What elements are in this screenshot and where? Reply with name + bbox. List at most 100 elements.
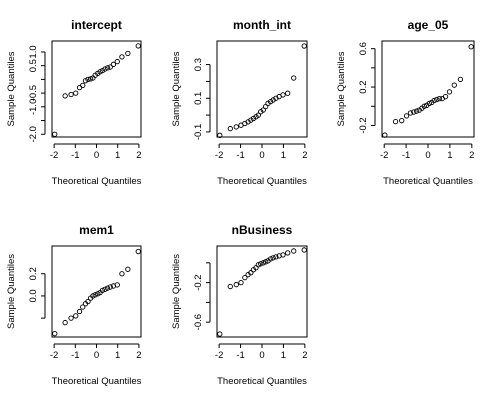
data-point (285, 250, 291, 256)
data-point (114, 282, 120, 288)
y-axis-label: Sample Quantiles (171, 254, 182, 329)
data-point (125, 266, 131, 272)
panel-4: nBusiness -2 -1 0 1 2 Theoretical Quantiles -0.… (171, 223, 308, 387)
data-point (285, 90, 291, 96)
data-point (99, 287, 106, 294)
data-point (119, 271, 125, 277)
x-axis-label: Theoretical Quantiles (217, 176, 307, 187)
data-point (85, 76, 91, 83)
data-point (273, 254, 279, 260)
data-point (62, 319, 68, 326)
data-point (248, 270, 254, 276)
x-tick-label: 0 (425, 150, 430, 161)
x-tick-label: 2 (469, 150, 474, 161)
y-tick-label: 0.1 (193, 92, 204, 105)
x-tick-label: -1 (236, 150, 244, 161)
y-tick-label: 1.0 (28, 45, 39, 58)
data-point (217, 331, 223, 337)
data-point (403, 113, 410, 119)
data-point (280, 92, 286, 98)
data-point (68, 315, 74, 321)
data-point (107, 284, 113, 290)
data-point (135, 248, 141, 255)
data-point (426, 100, 432, 107)
data-point (280, 252, 286, 258)
data-point (80, 304, 86, 310)
x-tick-label: 2 (302, 350, 307, 361)
data-point (104, 285, 111, 291)
x-axis-label: Theoretical Quantiles (217, 376, 307, 387)
y-tick-label: 0.3 (193, 58, 204, 71)
plot-frame (381, 40, 475, 138)
panel-title: mem1 (79, 223, 114, 237)
data-point (135, 43, 141, 49)
x-tick-label: -1 (71, 350, 79, 361)
data-point (270, 97, 276, 103)
plot-frame (216, 245, 308, 338)
y-tick-label: 0.2 (358, 80, 369, 93)
data-point (301, 247, 307, 253)
y-tick-label: -0.5 (28, 85, 39, 101)
plot-frame (51, 40, 142, 138)
panel-title: month_int (233, 18, 291, 32)
data-point (399, 118, 405, 124)
data-point (238, 279, 244, 286)
panel-2: age_05 -2 -1 0 1 2 Theoretical Quantiles -0.2 0.… (336, 18, 475, 187)
plot-frame (51, 245, 142, 338)
y-tick-label: -0.2 (358, 117, 369, 133)
x-tick-label: 2 (136, 350, 141, 361)
x-tick-label: -1 (236, 350, 244, 361)
x-tick-label: 1 (115, 350, 120, 361)
y-tick-label: 0.6 (358, 42, 369, 55)
y-axis-label: Sample Quantiles (6, 254, 17, 329)
data-point (107, 64, 113, 70)
data-point (110, 61, 117, 67)
panel-3: mem1 -2 -1 0 1 2 Theoretical Quantiles 0.0 0.2 Sa… (6, 223, 142, 387)
x-axis-label: Theoretical Quantiles (383, 176, 473, 187)
data-point (104, 65, 111, 71)
data-point (245, 119, 251, 125)
data-point (413, 108, 420, 114)
data-point (411, 109, 417, 115)
data-point (85, 298, 91, 305)
data-point (382, 132, 388, 138)
x-tick-label: 1 (447, 150, 452, 161)
data-point (442, 94, 449, 100)
y-axis-label: Sample Quantiles (336, 51, 347, 126)
data-point (52, 131, 58, 137)
panel-1: month_int -2 -1 0 1 2 Theoretical Quantiles -0.… (171, 18, 308, 187)
x-tick-label: -2 (50, 150, 58, 161)
data-point (446, 89, 453, 95)
y-tick-label: -2.0 (28, 126, 39, 142)
x-tick-label: -1 (402, 150, 410, 161)
plot-frame (216, 40, 308, 138)
data-point (407, 110, 414, 116)
y-axis-label: Sample Quantiles (6, 51, 17, 126)
x-tick-label: 1 (281, 150, 286, 161)
panel-title: nBusiness (232, 223, 293, 237)
y-axis-label: Sample Quantiles (171, 51, 182, 126)
data-point (80, 82, 86, 89)
data-point (457, 76, 464, 83)
data-point (114, 58, 120, 65)
x-tick-label: -2 (380, 150, 388, 161)
x-tick-label: 1 (115, 150, 120, 161)
data-point (217, 132, 223, 138)
data-point (52, 331, 58, 337)
x-tick-label: -2 (215, 350, 223, 361)
data-point (73, 313, 79, 319)
data-point (68, 91, 74, 98)
x-tick-label: 2 (302, 150, 307, 161)
x-axis-label: Theoretical Quantiles (52, 376, 142, 387)
data-point (87, 76, 94, 82)
data-point (291, 248, 297, 254)
panel-title: intercept (71, 18, 122, 32)
data-point (431, 97, 437, 104)
data-point (227, 283, 233, 290)
data-point (82, 78, 89, 84)
data-point (62, 93, 68, 99)
y-tick-label: -0.1 (193, 124, 204, 140)
y-tick-label: -0.6 (193, 314, 204, 330)
x-tick-label: 0 (259, 150, 264, 161)
panel-title: age_05 (408, 18, 449, 32)
